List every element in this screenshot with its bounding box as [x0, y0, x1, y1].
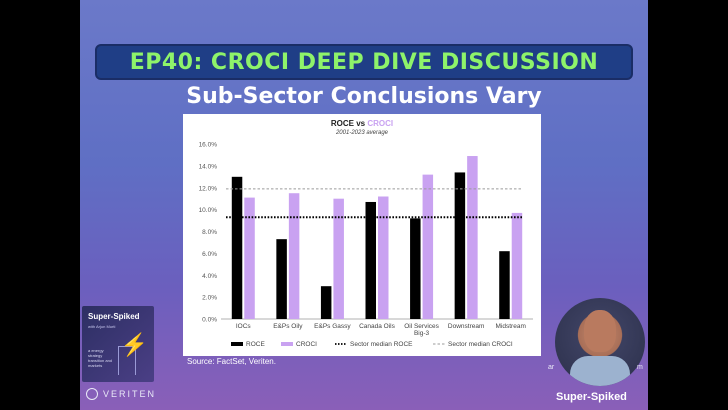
podcast-subtitle: with Arjun Murti	[88, 324, 116, 329]
veriten-logo: VERITEN	[86, 388, 156, 400]
lightning-bolt-icon: ⚡	[120, 332, 148, 357]
chart-title: ROCE vs CROCI	[331, 119, 393, 128]
x-tick-label: Downstream	[448, 323, 484, 330]
x-tick-label: Midstream	[496, 323, 526, 330]
roce-bar	[276, 239, 287, 319]
croci-bar	[288, 193, 300, 319]
slide-title: Sub-Sector Conclusions Vary	[186, 84, 542, 109]
host-caption: Super-Spiked	[556, 391, 627, 403]
episode-banner: EP40: CROCI DEEP DIVE DISCUSSION	[95, 44, 633, 80]
chart-title-highlight: CROCI	[367, 119, 393, 128]
podcast-cover-art: Super-Spiked with Arjun Murti a energy s…	[82, 306, 154, 382]
banner-text: EP40: CROCI DEEP DIVE DISCUSSION	[129, 49, 599, 75]
y-tick-label: 4.0%	[202, 273, 217, 280]
chart-source: Source: FactSet, Veriten.	[187, 357, 276, 366]
croci-bar	[422, 174, 434, 319]
y-tick-label: 12.0%	[199, 185, 218, 192]
roce-bar	[454, 172, 466, 319]
x-tick-label: Oil Services	[404, 323, 439, 330]
x-tick-label: E&Ps Gassy	[314, 323, 351, 330]
y-tick-label: 14.0%	[199, 163, 218, 170]
croci-bar	[511, 212, 523, 319]
croci-bar	[244, 197, 255, 319]
legend-sector-median-croci-label: Sector median CROCI	[448, 341, 513, 348]
podcast-tagline: a energy strategy transition and markets	[88, 348, 113, 368]
croci-bar	[378, 196, 389, 319]
y-tick-label: 8.0%	[202, 229, 217, 236]
x-tick-label: Big-3	[414, 330, 430, 337]
y-tick-label: 6.0%	[202, 251, 217, 258]
roce-bar	[320, 286, 332, 319]
y-tick-label: 16.0%	[199, 142, 218, 149]
chart-title-prefix: ROCE vs	[331, 119, 367, 128]
corner-text-left: ar	[548, 364, 555, 371]
chart-panel: ROCE vs CROCI 2001-2023 average 0.0% 2.0%…	[183, 114, 541, 356]
roce-croci-chart: ROCE vs CROCI 2001-2023 average 0.0% 2.0%…	[199, 119, 533, 348]
chart-subtitle: 2001-2023 average	[335, 130, 389, 136]
legend-roce-swatch	[231, 342, 243, 346]
croci-bar	[467, 156, 478, 319]
tower-icon	[118, 346, 136, 375]
avatar-head	[584, 310, 616, 352]
croci-bar	[333, 198, 344, 319]
roce-bar	[231, 176, 243, 319]
legend-sector-median-roce-label: Sector median ROCE	[350, 341, 413, 348]
roce-bar	[410, 218, 421, 319]
veriten-text: VERITEN	[103, 389, 157, 399]
y-tick-label: 10.0%	[199, 207, 218, 214]
host-avatar	[555, 298, 645, 386]
corner-text-right: m	[637, 364, 643, 371]
legend-croci-swatch	[281, 342, 293, 346]
podcast-title: Super-Spiked	[88, 312, 140, 321]
legend-roce-label: ROCE	[246, 341, 265, 348]
x-tick-label: Canada Oils	[359, 323, 396, 330]
avatar-shirt	[570, 356, 630, 386]
x-tick-label: IOCs	[236, 323, 252, 330]
y-tick-label: 0.0%	[202, 317, 217, 324]
veriten-mark-icon	[86, 388, 98, 400]
legend-croci-label: CROCI	[296, 341, 317, 348]
x-tick-label: E&Ps Oily	[273, 323, 303, 330]
y-tick-label: 2.0%	[202, 295, 217, 302]
roce-bar	[499, 251, 510, 319]
roce-bar	[365, 201, 376, 319]
